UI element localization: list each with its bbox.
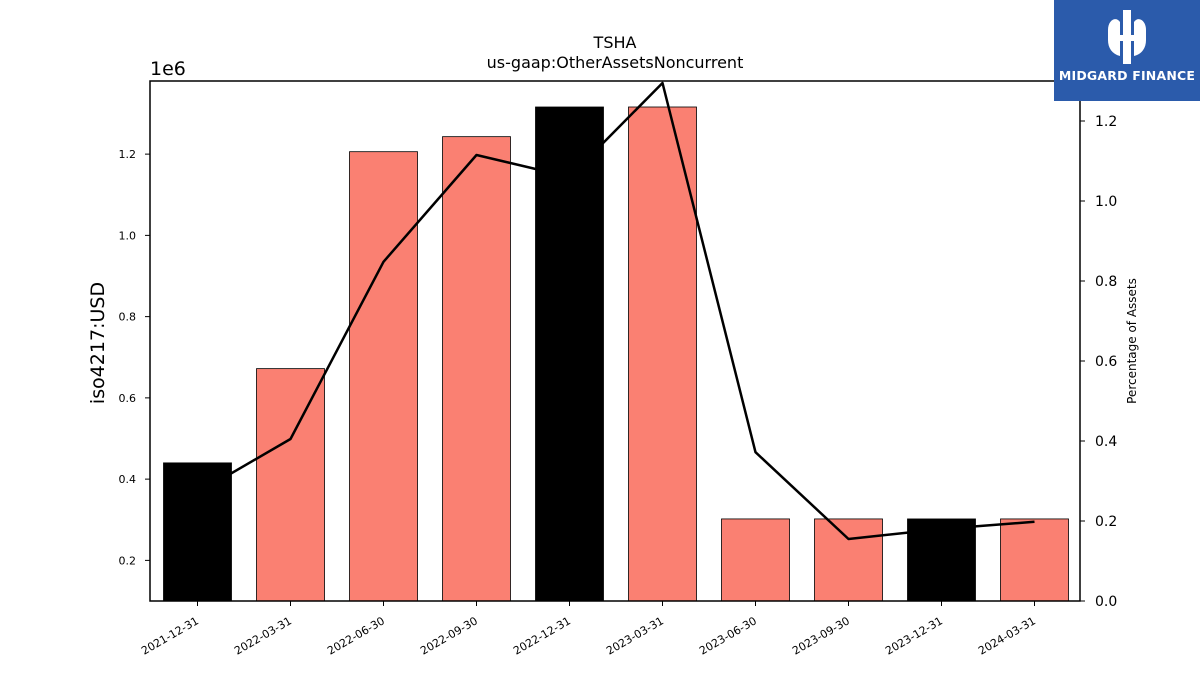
- x-tick-label: 2023-12-31: [883, 614, 945, 657]
- bar: [535, 106, 604, 602]
- y2-tick-label: 0.8: [1095, 274, 1117, 290]
- y2-tick-label: 1.0: [1095, 194, 1117, 210]
- y-tick-label: 0.6: [119, 392, 137, 405]
- y-axis-label: iso4217:USD: [87, 282, 109, 404]
- x-tick-label: 2023-06-30: [697, 614, 759, 657]
- series-line: [196, 81, 1035, 541]
- bar: [442, 136, 511, 602]
- y-tick-label: 1.0: [119, 229, 137, 242]
- y2-tick-label: 1.2: [1095, 114, 1117, 130]
- y2-tick-label: 0.4: [1095, 434, 1117, 450]
- y2-axis-label: Percentage of Assets: [1125, 278, 1139, 404]
- y-tick-label: 0.4: [119, 473, 137, 486]
- y-tick-label: 0.2: [119, 554, 137, 567]
- x-tick-label: 2023-09-30: [790, 614, 852, 657]
- x-tick-label: 2023-03-31: [604, 614, 666, 657]
- x-tick-label: 2021-12-31: [139, 614, 201, 657]
- chart-subtitle: us-gaap:OtherAssetsNoncurrent: [487, 53, 744, 72]
- x-tick-label: 2022-06-30: [325, 614, 387, 657]
- midgard-finance-logo: MIDGARD FINANCE: [1054, 0, 1200, 101]
- bar: [163, 462, 232, 602]
- logo-text: MIDGARD FINANCE: [1058, 68, 1196, 83]
- plot-frame: [149, 80, 1081, 602]
- bar: [256, 368, 325, 602]
- y-tick-label: 1.2: [119, 148, 137, 161]
- bar: [721, 518, 790, 602]
- bar: [814, 518, 883, 602]
- bar: [349, 151, 418, 602]
- x-tick-label: 2024-03-31: [976, 614, 1038, 657]
- midgard-logo-icon: [1108, 10, 1146, 64]
- x-tick-label: 2022-09-30: [418, 614, 480, 657]
- bar: [628, 106, 697, 602]
- y2-tick-label: 0.2: [1095, 514, 1117, 530]
- x-tick-label: 2022-03-31: [232, 614, 294, 657]
- y-offset-label: 1e6: [150, 58, 186, 80]
- y-tick-label: 0.8: [119, 311, 137, 324]
- x-tick-label: 2022-12-31: [511, 614, 573, 657]
- y2-tick-label: 0.6: [1095, 354, 1117, 370]
- chart-title: TSHA: [593, 33, 637, 52]
- y2-tick-label: 0.0: [1095, 594, 1117, 610]
- bar: [1000, 518, 1069, 602]
